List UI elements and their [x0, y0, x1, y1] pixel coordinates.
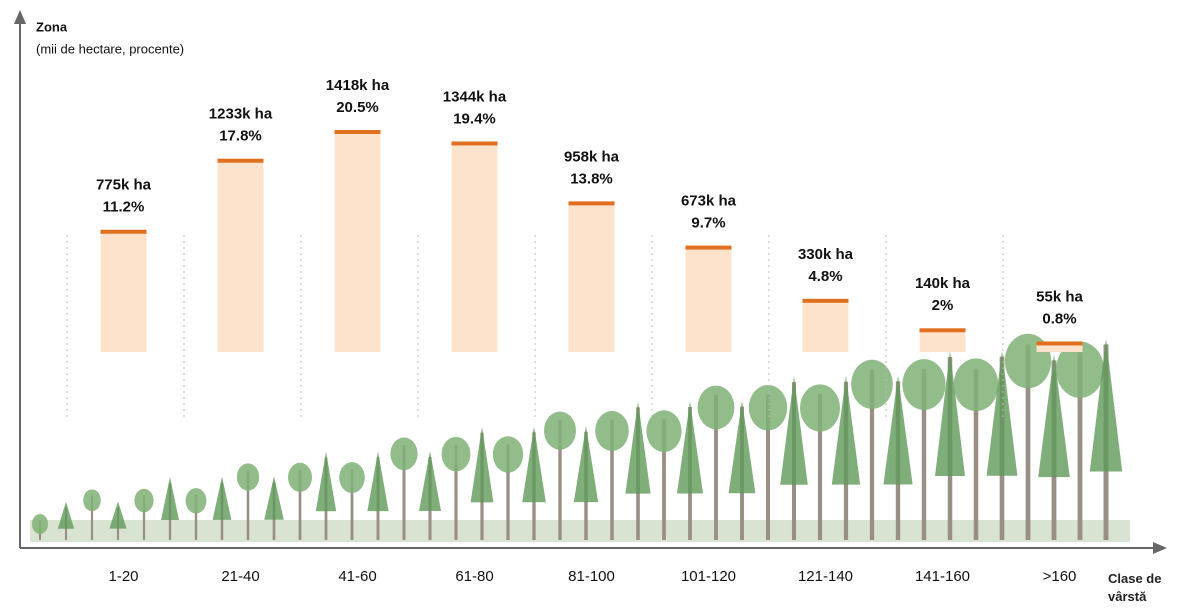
- crown: [288, 462, 312, 492]
- crown: [800, 384, 840, 432]
- x-axis-arrow: [1153, 542, 1167, 554]
- crown: [1038, 354, 1070, 478]
- crown: [697, 385, 735, 430]
- bar-top: [1036, 341, 1083, 346]
- crown: [264, 476, 284, 520]
- value-label: 1418k ha: [326, 77, 390, 94]
- bar-top: [802, 298, 849, 303]
- bar: [1036, 343, 1083, 352]
- crown: [780, 376, 808, 485]
- crown: [212, 476, 232, 520]
- chart-title: Zona: [36, 19, 68, 34]
- percentage-label: 19.4%: [453, 110, 496, 127]
- crown: [470, 426, 494, 503]
- crown: [883, 375, 913, 485]
- value-label: 775k ha: [96, 177, 152, 194]
- crown: [953, 358, 999, 412]
- crown: [831, 375, 861, 485]
- crown: [522, 426, 546, 503]
- x-tick-label: 41-60: [338, 568, 376, 585]
- value-label: 958k ha: [564, 148, 620, 165]
- crown: [573, 425, 599, 503]
- value-label: 673k ha: [681, 193, 737, 210]
- crown: [646, 410, 682, 453]
- x-axis-title: Clase de vârstă: [1108, 571, 1162, 604]
- value-label: 55k ha: [1036, 288, 1083, 305]
- crown: [32, 514, 48, 534]
- value-label: 1233k ha: [209, 106, 273, 123]
- x-tick-label: 141-160: [915, 568, 970, 585]
- bar-top: [334, 130, 381, 134]
- bar: [451, 143, 498, 352]
- crown: [57, 501, 75, 529]
- x-tick-label: 1-20: [108, 568, 138, 585]
- bar-top: [100, 229, 147, 234]
- bar: [568, 203, 615, 352]
- x-tick-label: 101-120: [681, 568, 736, 585]
- crown: [677, 401, 703, 494]
- bar: [802, 300, 849, 352]
- percentage-label: 9.7%: [691, 215, 725, 232]
- crown: [315, 451, 337, 512]
- value-label: 140k ha: [915, 275, 971, 292]
- crown: [986, 350, 1018, 476]
- bar: [919, 330, 966, 352]
- crown: [109, 501, 127, 529]
- x-tick-label: >160: [1043, 568, 1077, 585]
- crown: [367, 451, 389, 512]
- crown: [236, 463, 260, 491]
- y-axis-arrow: [14, 10, 26, 24]
- percentage-label: 13.8%: [570, 170, 613, 187]
- crown: [851, 359, 893, 409]
- crown: [902, 359, 946, 410]
- crown: [185, 488, 207, 514]
- crown: [1089, 338, 1123, 472]
- tree-illustration: [30, 333, 1130, 542]
- bar: [217, 160, 264, 352]
- x-tick-label: 121-140: [798, 568, 853, 585]
- value-label: 330k ha: [798, 246, 854, 263]
- x-tick-label: 21-40: [221, 568, 259, 585]
- bar-top: [685, 245, 732, 250]
- crown: [728, 400, 756, 494]
- ground: [30, 520, 1130, 542]
- percentage-label: 17.8%: [219, 128, 262, 145]
- bar-top: [919, 328, 966, 333]
- x-tick-label: 61-80: [455, 568, 493, 585]
- percentage-label: 11.2%: [103, 199, 145, 216]
- crown: [544, 411, 576, 450]
- crown: [339, 462, 365, 494]
- percentage-label: 4.8%: [808, 268, 842, 285]
- crown: [83, 489, 101, 512]
- bar: [100, 231, 147, 352]
- bar-top: [451, 141, 498, 146]
- crown: [161, 477, 179, 521]
- crown: [390, 437, 418, 471]
- percentage-label: 0.8%: [1042, 310, 1076, 327]
- crown: [748, 385, 788, 431]
- crown: [441, 436, 471, 472]
- value-label: 1344k ha: [443, 88, 507, 105]
- percentage-label: 20.5%: [336, 99, 379, 116]
- crown: [625, 401, 651, 494]
- bar-top: [217, 158, 264, 163]
- crown: [1056, 341, 1104, 398]
- crown: [595, 410, 629, 451]
- x-tick-label: 81-100: [568, 568, 615, 585]
- crown: [419, 451, 441, 511]
- bar-top: [568, 201, 615, 206]
- bar: [334, 132, 381, 352]
- chart-subtitle: (mii de hectare, procente): [36, 41, 184, 56]
- crown: [935, 351, 965, 476]
- crown: [134, 488, 154, 513]
- crown: [492, 436, 524, 473]
- percentage-label: 2%: [932, 297, 954, 314]
- bar: [685, 247, 732, 352]
